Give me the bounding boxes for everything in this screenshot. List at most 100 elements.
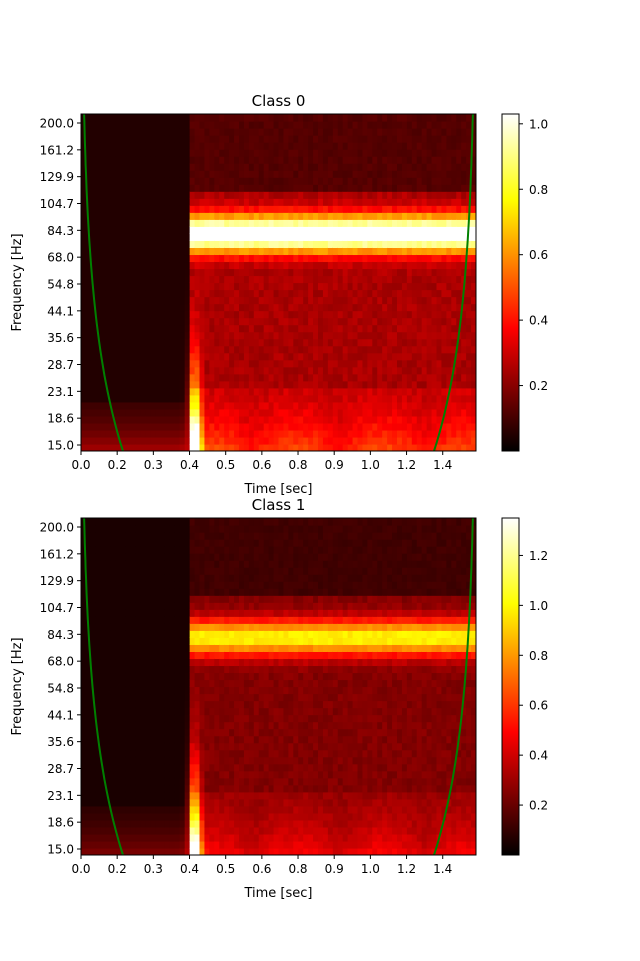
heatmap-cell xyxy=(81,672,87,681)
heatmap-cell xyxy=(313,261,319,270)
heatmap-cell xyxy=(421,121,428,129)
heatmap-cell xyxy=(367,142,373,150)
heatmap-cell xyxy=(214,156,220,164)
heatmap-cell xyxy=(169,700,176,709)
heatmap-cell xyxy=(327,345,334,354)
heatmap-cell xyxy=(278,149,285,157)
heatmap-cell xyxy=(471,275,476,284)
heatmap-cell xyxy=(303,121,309,129)
heatmap-cell xyxy=(362,142,368,150)
heatmap-cell xyxy=(145,574,151,582)
heatmap-cell xyxy=(160,135,166,143)
heatmap-cell xyxy=(105,840,112,849)
heatmap-cell xyxy=(140,149,146,157)
heatmap-cell xyxy=(263,408,270,417)
heatmap-cell xyxy=(392,275,398,284)
heatmap-cell xyxy=(313,401,319,410)
heatmap-cell xyxy=(357,422,364,431)
heatmap-cell xyxy=(318,135,324,143)
heatmap-cell xyxy=(377,184,383,192)
heatmap-cell xyxy=(283,310,289,319)
heatmap-cell xyxy=(155,574,161,582)
heatmap-cell xyxy=(229,387,235,396)
heatmap-cell xyxy=(243,156,250,164)
heatmap-cell xyxy=(164,728,171,737)
heatmap-cell xyxy=(199,324,206,333)
heatmap-cell xyxy=(416,198,423,206)
heatmap-cell xyxy=(120,184,127,192)
heatmap-cell xyxy=(135,686,141,695)
heatmap-cell xyxy=(367,289,373,298)
heatmap-cell xyxy=(199,128,206,136)
heatmap-cell xyxy=(135,380,141,389)
heatmap-cell xyxy=(155,539,161,547)
heatmap-cell xyxy=(135,798,141,807)
heatmap-cell xyxy=(401,352,408,361)
heatmap-cell xyxy=(125,282,131,291)
heatmap-cell xyxy=(357,128,364,136)
heatmap-cell xyxy=(382,177,388,185)
heatmap-cell xyxy=(169,135,176,143)
heatmap-cell xyxy=(347,331,354,340)
heatmap-cell xyxy=(179,630,186,638)
heatmap-cell xyxy=(120,261,127,270)
heatmap-cell xyxy=(120,212,127,220)
heatmap-cell xyxy=(248,317,255,326)
heatmap-cell xyxy=(164,749,171,758)
heatmap-cell xyxy=(234,198,240,206)
heatmap-cell xyxy=(322,296,329,305)
heatmap-cell xyxy=(263,429,270,438)
heatmap-cell xyxy=(248,184,255,192)
heatmap-cell xyxy=(451,443,457,451)
heatmap-cell xyxy=(150,546,156,554)
heatmap-cell xyxy=(174,602,181,610)
heatmap-cell xyxy=(85,149,92,157)
heatmap-cell xyxy=(155,282,161,291)
heatmap-cell xyxy=(174,170,181,178)
heatmap-cell xyxy=(160,819,166,828)
heatmap-cell xyxy=(258,310,265,319)
heatmap-cell xyxy=(125,184,131,192)
heatmap-cell xyxy=(145,756,151,765)
heatmap-cell xyxy=(401,184,408,192)
heatmap-cell xyxy=(382,268,388,277)
heatmap-cell xyxy=(318,380,324,389)
heatmap-cell xyxy=(164,373,171,382)
heatmap-cell xyxy=(431,422,438,431)
heatmap-cell xyxy=(263,247,270,256)
heatmap-cell xyxy=(431,170,438,178)
heatmap-cell xyxy=(431,268,438,277)
heatmap-cell xyxy=(293,331,299,340)
heatmap-cell xyxy=(426,289,433,298)
heatmap-cell xyxy=(411,401,418,410)
heatmap-cell xyxy=(184,401,191,410)
heatmap-cell xyxy=(189,742,196,751)
heatmap-cell xyxy=(377,205,383,213)
heatmap-cell xyxy=(184,567,191,575)
heatmap-cell xyxy=(204,205,210,213)
heatmap-cell xyxy=(258,345,265,354)
heatmap-cell xyxy=(357,401,364,410)
heatmap-cell xyxy=(135,707,141,716)
heatmap-cell xyxy=(169,777,176,786)
heatmap-cell xyxy=(135,177,141,185)
heatmap-cell xyxy=(135,317,141,326)
heatmap-cell xyxy=(120,359,127,368)
heatmap-cell xyxy=(288,436,294,445)
heatmap-cell xyxy=(110,303,117,312)
heatmap-cell xyxy=(248,247,255,256)
heatmap-cell xyxy=(125,317,131,326)
heatmap-cell xyxy=(135,553,141,561)
heatmap-cell xyxy=(184,163,191,171)
heatmap-cell xyxy=(273,254,280,263)
heatmap-cell xyxy=(130,567,136,575)
heatmap-cell xyxy=(174,198,181,206)
heatmap-cell xyxy=(466,317,472,326)
heatmap-cell xyxy=(105,310,112,319)
heatmap-cell xyxy=(239,338,245,347)
heatmap-cell xyxy=(120,714,127,723)
heatmap-cell xyxy=(377,338,383,347)
heatmap-cell xyxy=(224,303,230,312)
heatmap-cell xyxy=(199,254,206,263)
heatmap-cell xyxy=(130,394,136,403)
